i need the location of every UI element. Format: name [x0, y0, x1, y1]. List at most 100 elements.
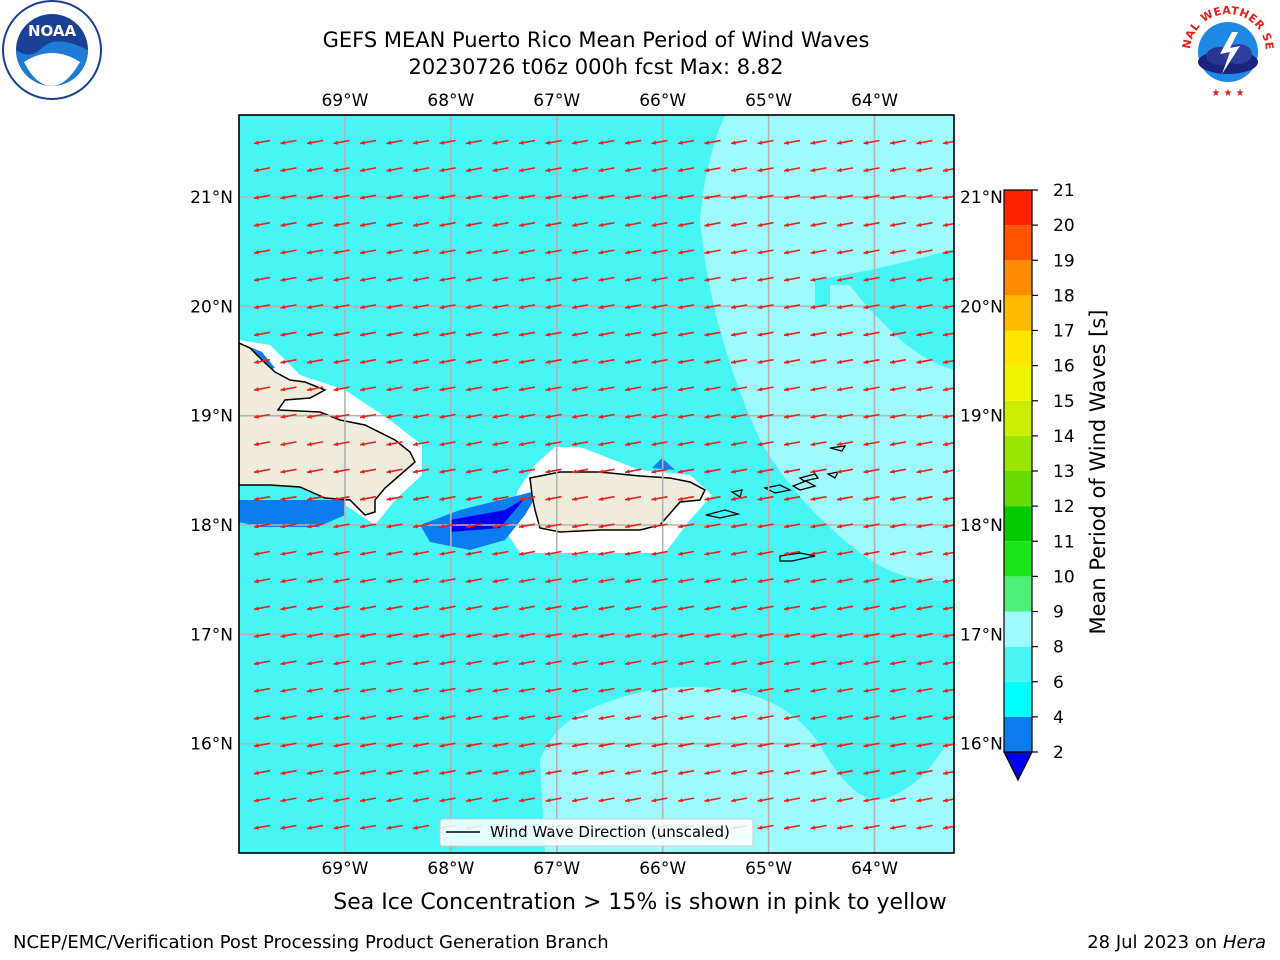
wind-arrow	[916, 632, 933, 639]
wind-arrow	[704, 687, 721, 693]
wind-arrow	[386, 304, 403, 310]
wind-arrow	[492, 715, 509, 721]
wind-arrow	[677, 632, 695, 639]
map-plot-area	[239, 115, 954, 853]
wind-arrow	[571, 331, 589, 337]
wind-arrow	[863, 687, 880, 693]
wind-arrow	[624, 441, 642, 447]
wind-arrow	[359, 139, 377, 145]
wind-arrow	[942, 715, 954, 721]
wind-arrow	[677, 276, 695, 282]
wind-arrow	[518, 276, 536, 282]
wind-arrow	[810, 824, 827, 830]
wind-arrow	[306, 386, 324, 392]
wind-arrow	[677, 249, 695, 255]
wind-arrow	[757, 687, 774, 693]
wind-arrow	[333, 578, 350, 584]
wind-arrow	[306, 687, 324, 693]
wind-arrow	[942, 304, 954, 310]
wind-arrow	[730, 386, 748, 392]
wind-arrow	[333, 139, 350, 145]
wind-arrow	[253, 386, 271, 392]
wind-arrow	[492, 386, 509, 392]
wind-arrow	[704, 742, 721, 748]
wind-arrow	[916, 742, 933, 748]
wind-arrow	[624, 167, 642, 173]
noaa-logo-icon: NOAA	[2, 0, 102, 100]
wind-arrow	[280, 715, 297, 721]
wind-arrow	[598, 523, 615, 529]
wind-arrow	[571, 221, 589, 228]
wind-arrow	[598, 550, 615, 556]
wind-arrow	[889, 715, 907, 721]
wind-arrow	[280, 276, 297, 282]
wind-arrow	[836, 194, 854, 200]
wind-arrow	[571, 358, 589, 365]
wind-arrow	[889, 605, 907, 611]
colorbar-under-triangle	[1003, 751, 1033, 782]
wind-arrow	[810, 578, 827, 584]
wind-arrow	[359, 495, 377, 502]
wind-arrow	[518, 468, 536, 474]
wind-arrow	[333, 386, 350, 392]
lon-tick-label: 67°W	[533, 859, 580, 879]
wind-arrow	[783, 495, 801, 502]
wind-arrow	[545, 167, 562, 173]
colorbar-tick-label: 8	[1053, 638, 1064, 658]
wind-arrow	[651, 331, 668, 337]
wind-arrow	[730, 797, 748, 803]
wind-arrow	[704, 660, 721, 666]
wind-arrow	[730, 578, 748, 584]
svg-text:★ ★ ★: ★ ★ ★	[1211, 88, 1244, 99]
wind-arrow	[598, 769, 615, 776]
wind-arrow	[651, 797, 668, 803]
island-st-croix	[779, 552, 816, 562]
wind-arrow	[359, 632, 377, 639]
wind-arrow	[704, 221, 721, 228]
wind-arrow	[439, 194, 456, 200]
wind-arrow	[571, 249, 589, 255]
wind-arrow	[439, 769, 456, 776]
wind-arrow	[651, 578, 668, 584]
wind-arrow	[651, 468, 668, 474]
wind-arrow	[545, 276, 562, 282]
wind-arrow	[465, 715, 483, 721]
wind-arrow	[359, 331, 377, 337]
wind-arrow	[916, 550, 933, 556]
wind-arrow	[651, 358, 668, 365]
colorbar-tick-label: 11	[1053, 532, 1075, 552]
map-legend: Wind Wave Direction (unscaled)	[439, 818, 754, 847]
wind-arrow	[518, 167, 536, 173]
wind-arrow	[492, 797, 509, 803]
wind-arrow	[280, 331, 297, 337]
wind-arrow	[465, 167, 483, 173]
wind-arrow	[518, 413, 536, 419]
wind-arrow	[306, 331, 324, 337]
wind-arrow	[439, 139, 456, 145]
wind-arrow	[651, 441, 668, 447]
wind-arrow	[916, 194, 933, 200]
wind-arrow	[889, 304, 907, 310]
wind-arrow	[757, 194, 774, 200]
wind-arrow	[598, 715, 615, 721]
wind-arrow	[863, 715, 880, 721]
wind-arrow	[863, 276, 880, 282]
wind-arrow	[677, 386, 695, 392]
wind-arrow	[836, 660, 854, 666]
wind-arrow	[863, 769, 880, 776]
wind-arrow	[465, 605, 483, 611]
wind-arrow	[253, 632, 271, 639]
wind-arrow	[253, 660, 271, 666]
wind-arrow	[412, 221, 430, 228]
wind-arrow	[624, 550, 642, 556]
lon-labels-bottom: 69°W 68°W 67°W 66°W 65°W 64°W	[321, 859, 898, 879]
wind-arrow	[863, 194, 880, 200]
wind-arrow	[651, 632, 668, 639]
wind-arrow	[306, 523, 324, 529]
legend-label: Wind Wave Direction (unscaled)	[490, 823, 730, 841]
wind-arrow	[757, 358, 774, 365]
wind-arrow	[677, 304, 695, 310]
wind-arrow	[545, 331, 562, 337]
wind-arrow	[306, 660, 324, 666]
wind-arrow	[492, 441, 509, 447]
